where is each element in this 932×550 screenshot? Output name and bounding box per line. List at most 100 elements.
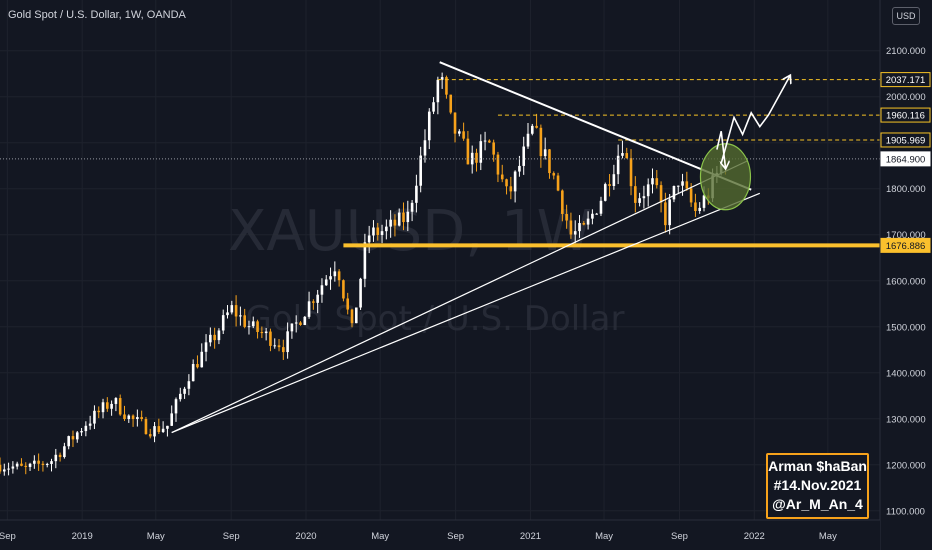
candle-body	[668, 199, 671, 226]
candle-body	[354, 307, 358, 324]
candle-body	[350, 309, 354, 324]
signature-line: @Ar_M_An_4	[772, 496, 863, 512]
candle-body	[264, 331, 268, 334]
candle-body	[462, 131, 465, 139]
candle-body	[329, 276, 332, 280]
candle-body	[140, 417, 143, 420]
candle-body	[260, 331, 264, 334]
candle-body	[629, 158, 633, 187]
candle-body	[247, 326, 251, 328]
candle-body	[170, 413, 174, 426]
candle-body	[230, 305, 234, 313]
candle-body	[54, 454, 58, 462]
candle-body	[694, 202, 697, 211]
price-tick-label: 2100.000	[886, 46, 926, 57]
currency-button[interactable]: USD	[892, 7, 920, 25]
price-tick-label: 1800.000	[886, 184, 926, 195]
candle-body	[432, 102, 435, 112]
candle-body	[144, 419, 148, 435]
price-tick-label: 1600.000	[886, 276, 926, 287]
candle-body	[522, 146, 526, 166]
candle-body	[196, 364, 199, 368]
candle-body	[453, 112, 457, 134]
price-tick-label: 1400.000	[886, 368, 926, 379]
candle-body	[114, 398, 118, 404]
candle-body	[333, 271, 337, 277]
candle-body	[638, 198, 641, 203]
candle-body	[187, 381, 191, 389]
candle-body	[106, 402, 109, 409]
candle-body	[689, 188, 693, 203]
candle-body	[492, 142, 495, 155]
candle-body	[655, 178, 659, 186]
candle-body	[488, 140, 491, 143]
candle-body	[161, 428, 165, 432]
time-tick-label: 2021	[520, 531, 541, 542]
candle-body	[642, 196, 646, 199]
candle-body	[518, 165, 521, 172]
candle-body	[221, 315, 225, 331]
candle-body	[625, 153, 629, 159]
candle-body	[346, 298, 350, 310]
candle-body	[7, 468, 10, 470]
price-label-box	[880, 237, 931, 253]
candle-body	[526, 133, 530, 147]
candle-body	[110, 403, 113, 409]
candle-body	[80, 431, 83, 433]
candle-body	[436, 79, 440, 103]
candle-body	[41, 463, 45, 465]
candle-body	[294, 322, 298, 324]
price-label: 2037.171	[886, 75, 926, 86]
candle-body	[659, 185, 663, 203]
candle-body	[342, 280, 345, 299]
candle-body	[591, 213, 594, 219]
candle-body	[470, 152, 474, 165]
candle-body	[406, 211, 410, 223]
candle-body	[37, 460, 40, 464]
candle-body	[505, 179, 508, 187]
candle-body	[646, 184, 650, 197]
candle-body	[303, 316, 307, 325]
candle-body	[213, 334, 216, 341]
price-tick-label: 1300.000	[886, 414, 926, 425]
candle-body	[672, 186, 676, 200]
candle-body	[458, 131, 461, 134]
candle-body	[251, 321, 255, 327]
candle-body	[685, 181, 689, 189]
ascending-trendline	[171, 160, 748, 434]
candle-body	[75, 432, 79, 440]
candle-body	[603, 184, 607, 201]
price-label-box	[880, 107, 931, 123]
time-tick-label: May	[147, 531, 165, 542]
price-label: 1864.900	[886, 154, 926, 165]
candle-body	[299, 322, 302, 325]
candle-body	[651, 178, 654, 185]
projected-path	[720, 76, 790, 164]
time-axis-background	[0, 520, 880, 550]
price-label-box	[880, 132, 931, 148]
signature-line: #14.Nov.2021	[773, 477, 862, 493]
candle-body	[191, 364, 195, 382]
candle-body	[71, 436, 75, 440]
candle-body	[449, 94, 453, 113]
price-tick-label: 1700.000	[886, 230, 926, 241]
candle-body	[50, 461, 53, 464]
candle-body	[612, 174, 616, 186]
candle-body	[33, 460, 36, 464]
time-tick-label: 2019	[72, 531, 93, 542]
candle-body	[28, 463, 32, 467]
candle-body	[530, 125, 534, 134]
signature-line: Arman $haВan	[768, 458, 867, 474]
candle-body	[582, 223, 586, 225]
candle-body	[118, 398, 122, 415]
candle-body	[385, 226, 388, 232]
candle-body	[337, 271, 341, 281]
candle-body	[397, 212, 401, 226]
candle-body	[543, 149, 547, 157]
candle-body	[548, 149, 551, 174]
candle-body	[93, 410, 96, 424]
candle-body	[573, 231, 577, 235]
candle-body	[561, 190, 564, 214]
